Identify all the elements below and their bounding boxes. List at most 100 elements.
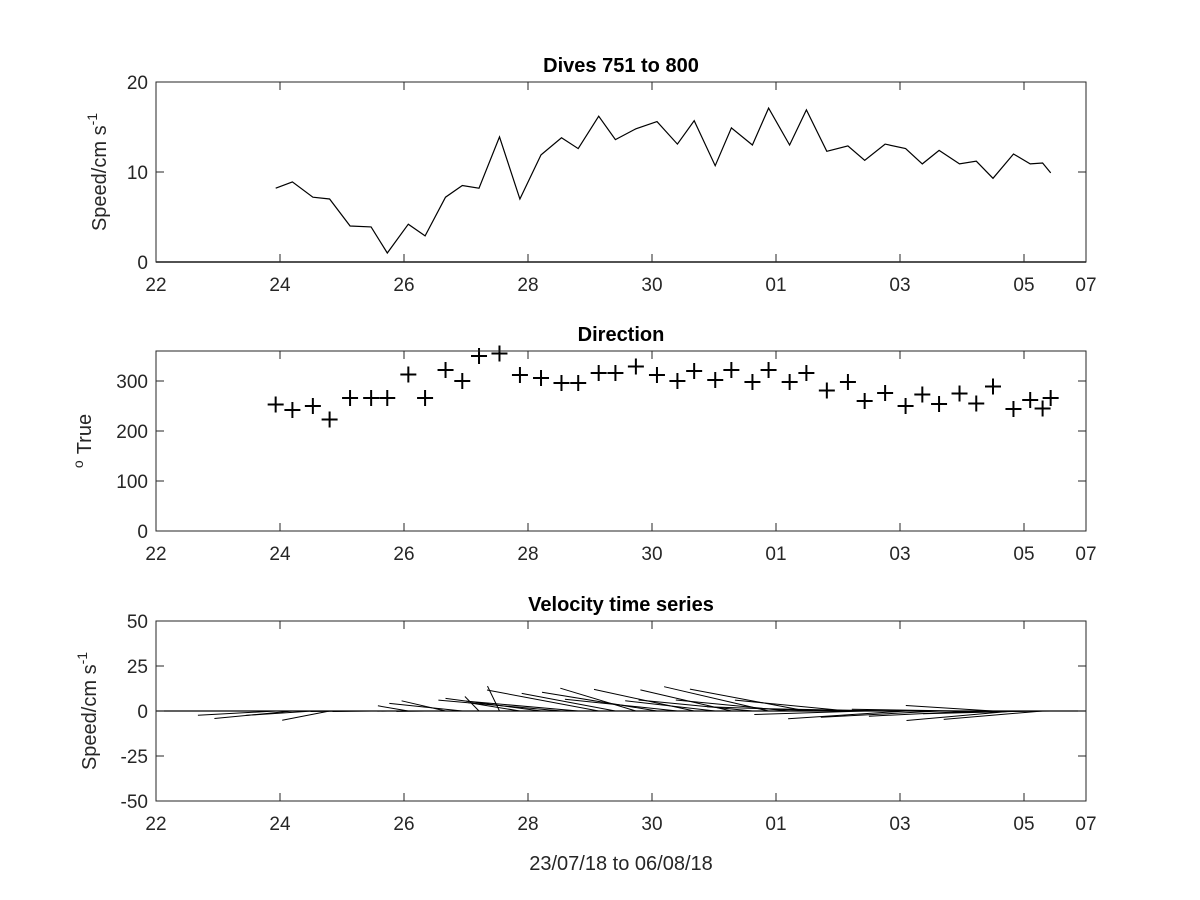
speed-y-axis-label: Speed/cm s-1 xyxy=(84,113,111,231)
speed-x-tick-label: 26 xyxy=(393,275,414,296)
direction-point xyxy=(570,375,587,391)
speed-x-tick-label: 01 xyxy=(765,275,786,296)
direction-point xyxy=(267,396,284,413)
velocity-stick xyxy=(464,696,480,712)
velocity-panel: 22 24 26 28 30 01 03 05 07 -50 -25 0 25 50 Velocity … xyxy=(74,594,1097,875)
velocity-x-tick-label: 03 xyxy=(889,814,910,835)
direction-x-tick-label: 01 xyxy=(765,544,786,565)
direction-point xyxy=(723,362,740,378)
direction-point xyxy=(437,362,454,378)
velocity-stick xyxy=(465,700,579,712)
direction-point xyxy=(1022,392,1039,408)
velocity-stick xyxy=(689,688,807,712)
velocity-y-ticks: -50 -25 0 25 50 xyxy=(121,612,1086,813)
speed-x-tick-label: 24 xyxy=(269,275,291,296)
direction-point xyxy=(284,402,301,418)
direction-point xyxy=(511,367,528,383)
direction-point xyxy=(1005,401,1022,417)
velocity-stick xyxy=(245,710,313,716)
velocity-stick xyxy=(389,702,463,712)
velocity-x-tick-label: 30 xyxy=(641,814,662,835)
direction-point xyxy=(491,345,508,362)
direction-point xyxy=(627,358,644,375)
direction-point xyxy=(400,366,417,383)
speed-y-tick-label: 20 xyxy=(127,73,148,94)
direction-point xyxy=(798,365,815,381)
direction-y-tick-label: 0 xyxy=(137,522,148,543)
velocity-x-tick-label: 22 xyxy=(145,814,166,835)
speed-x-ticks: 22 24 26 28 30 01 03 05 07 xyxy=(145,82,1097,296)
speed-y-axis-label-main: Speed/cm s xyxy=(89,125,111,231)
direction-point xyxy=(1042,390,1059,406)
speed-x-tick-label: 28 xyxy=(517,275,538,296)
speed-x-tick-label: 03 xyxy=(889,275,910,296)
direction-point xyxy=(590,365,607,381)
direction-point xyxy=(321,411,338,428)
velocity-y-tick-label: -50 xyxy=(121,792,148,813)
direction-y-axis-label-prefix: o xyxy=(70,460,86,468)
direction-point xyxy=(648,367,665,383)
velocity-x-ticks: 22 24 26 28 30 01 03 05 07 xyxy=(145,621,1097,835)
direction-panel-title: Direction xyxy=(578,324,665,346)
speed-x-tick-label: 22 xyxy=(145,275,166,296)
velocity-stick xyxy=(332,710,372,712)
velocity-stick xyxy=(814,709,923,712)
direction-x-tick-label: 24 xyxy=(269,544,291,565)
direction-point xyxy=(707,372,724,388)
direction-x-tick-label: 30 xyxy=(641,544,662,565)
speed-x-tick-label: 30 xyxy=(641,275,662,296)
direction-axes-box xyxy=(155,350,1087,532)
velocity-stick xyxy=(438,699,562,712)
velocity-stick xyxy=(197,710,276,716)
velocity-stick xyxy=(734,699,848,712)
direction-x-tick-label: 07 xyxy=(1075,544,1096,565)
velocity-y-tick-label: 0 xyxy=(137,702,148,723)
direction-point xyxy=(533,370,550,386)
direction-x-tick-label: 28 xyxy=(517,544,538,565)
velocity-y-tick-label: -25 xyxy=(121,747,148,768)
direction-point xyxy=(968,395,985,412)
direction-x-tick-label: 22 xyxy=(145,544,166,565)
velocity-stick xyxy=(560,687,637,712)
velocity-stick xyxy=(521,692,616,712)
speed-y-tick-label: 0 xyxy=(137,253,148,274)
velocity-stick xyxy=(943,710,1043,720)
direction-y-axis-label-main: True xyxy=(74,414,96,454)
speed-y-tick-label: 10 xyxy=(127,163,148,184)
direction-point xyxy=(818,382,835,399)
direction-point xyxy=(342,390,359,406)
velocity-stick xyxy=(906,710,1014,721)
velocity-stick xyxy=(851,708,960,712)
direction-point xyxy=(686,363,703,379)
direction-point xyxy=(985,378,1001,395)
velocity-stick xyxy=(754,710,865,715)
direction-point xyxy=(417,390,434,406)
velocity-stick xyxy=(820,710,940,718)
direction-x-tick-label: 05 xyxy=(1013,544,1034,565)
velocity-x-tick-label: 07 xyxy=(1075,814,1096,835)
velocity-stick xyxy=(952,710,1051,713)
direction-point xyxy=(669,373,686,389)
speed-x-tick-label: 05 xyxy=(1013,275,1034,296)
speed-series-line xyxy=(275,106,1052,255)
direction-point xyxy=(607,365,624,381)
velocity-x-tick-label: 24 xyxy=(269,814,291,835)
direction-point xyxy=(760,362,777,378)
velocity-x-tick-label: 05 xyxy=(1013,814,1034,835)
velocity-y-tick-label: 50 xyxy=(127,612,148,633)
velocity-y-axis-label: Speed/cm s-1 xyxy=(74,652,101,770)
direction-x-tick-label: 26 xyxy=(393,544,414,565)
velocity-stick xyxy=(377,705,409,712)
direction-y-tick-label: 100 xyxy=(116,472,148,493)
direction-point xyxy=(553,375,570,391)
velocity-stick-layer xyxy=(156,685,1086,721)
direction-x-ticks: 22 24 26 28 30 01 03 05 07 xyxy=(145,351,1097,565)
direction-point xyxy=(931,396,948,412)
direction-point xyxy=(856,393,873,409)
direction-x-tick-label: 03 xyxy=(889,544,910,565)
speed-y-ticks: 0 10 20 xyxy=(127,73,1086,274)
direction-point xyxy=(914,386,931,403)
direction-y-tick-label: 200 xyxy=(116,422,148,443)
direction-y-ticks: 0 100 200 300 xyxy=(116,372,1086,543)
